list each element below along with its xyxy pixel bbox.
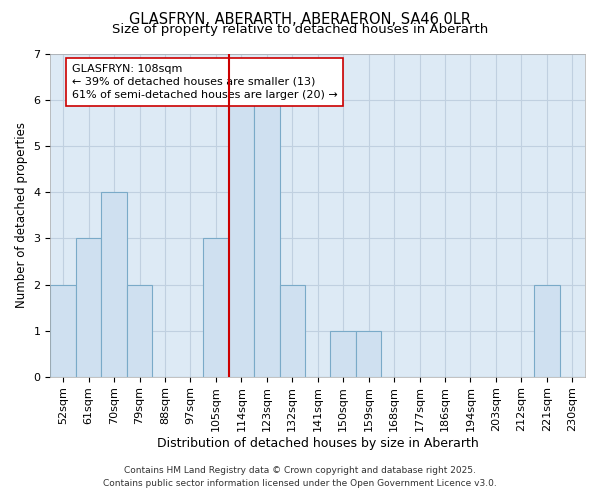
Bar xyxy=(229,100,254,376)
Text: Size of property relative to detached houses in Aberarth: Size of property relative to detached ho… xyxy=(112,22,488,36)
Bar xyxy=(534,284,560,376)
Bar xyxy=(356,330,382,376)
Text: Contains HM Land Registry data © Crown copyright and database right 2025.
Contai: Contains HM Land Registry data © Crown c… xyxy=(103,466,497,487)
Bar xyxy=(50,284,76,376)
Bar xyxy=(280,284,305,376)
Bar xyxy=(127,284,152,376)
Bar xyxy=(76,238,101,376)
Bar xyxy=(101,192,127,376)
Bar xyxy=(203,238,229,376)
Bar xyxy=(331,330,356,376)
X-axis label: Distribution of detached houses by size in Aberarth: Distribution of detached houses by size … xyxy=(157,437,479,450)
Text: GLASFRYN, ABERARTH, ABERAERON, SA46 0LR: GLASFRYN, ABERARTH, ABERAERON, SA46 0LR xyxy=(129,12,471,28)
Text: GLASFRYN: 108sqm
← 39% of detached houses are smaller (13)
61% of semi-detached : GLASFRYN: 108sqm ← 39% of detached house… xyxy=(72,64,338,100)
Y-axis label: Number of detached properties: Number of detached properties xyxy=(15,122,28,308)
Bar xyxy=(254,100,280,376)
